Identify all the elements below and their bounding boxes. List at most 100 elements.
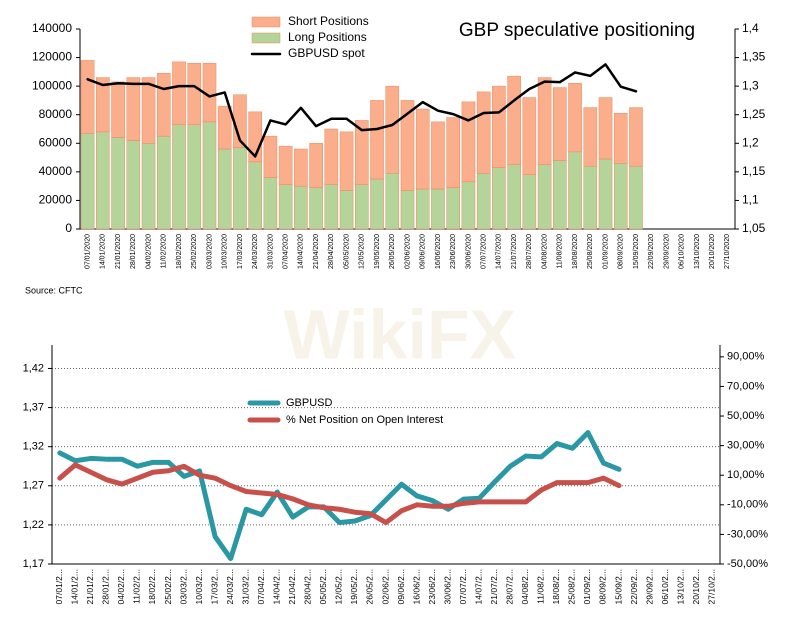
bar <box>141 77 156 144</box>
bar <box>537 77 552 165</box>
bar <box>96 131 110 230</box>
x-tick-label: 14/04/2020 <box>298 234 305 269</box>
x-tick-label: 03/03/2020 <box>206 234 213 269</box>
x-tick-label: 06/10/2... <box>660 569 670 604</box>
bar <box>217 148 232 230</box>
y-tick-label: 1,37 <box>23 401 44 413</box>
x-tick-label: 05/05/2020 <box>343 234 350 269</box>
bar <box>568 151 582 230</box>
line <box>57 430 622 562</box>
x-tick-label: 08/09/2... <box>598 569 608 604</box>
x-tick-label: 02/06/2020 <box>404 234 411 269</box>
bar <box>233 147 247 230</box>
x-tick-label: 21/07/2... <box>489 569 499 604</box>
x-tick-label: 25/02/2... <box>163 569 173 604</box>
x-tick-label: 21/04/2... <box>287 569 297 604</box>
bar <box>278 145 293 185</box>
bar <box>187 63 202 125</box>
bar <box>522 174 537 230</box>
x-tick-label: 06/10/2020 <box>679 234 686 269</box>
x-tick-label: 14/04/2... <box>272 569 282 604</box>
x-tick-label: 04/08/2... <box>520 569 530 604</box>
bar <box>111 137 125 230</box>
x-tick-label: 14/01/2020 <box>100 234 107 269</box>
x-tick-label: 01/09/2020 <box>602 234 609 269</box>
x-tick-label: 01/09/2... <box>582 569 592 604</box>
y2-tick-label: 1,2 <box>742 135 759 149</box>
y-tick-label: 1,27 <box>23 480 44 492</box>
bar <box>492 85 506 168</box>
y-tick-label: 1,17 <box>23 558 44 570</box>
bar <box>629 107 643 167</box>
bar <box>415 108 430 190</box>
x-tick-label: 23/06/2020 <box>450 234 457 269</box>
x-tick-label: 30/06/2... <box>442 569 452 604</box>
bar <box>385 173 400 230</box>
bar <box>461 101 476 183</box>
legend-label: Short Positions <box>288 14 369 28</box>
x-tick-label: 10/03/2... <box>194 569 204 604</box>
bar <box>126 77 141 141</box>
bar <box>339 131 354 191</box>
bar <box>568 83 582 153</box>
x-tick-label: 07/07/2... <box>458 569 468 604</box>
bar <box>172 61 186 125</box>
y2-tick-label: 30,00% <box>727 440 765 452</box>
line <box>57 462 622 526</box>
bar <box>324 128 339 185</box>
y2-tick-label: -50,00% <box>727 558 768 570</box>
bar <box>187 124 202 230</box>
bar <box>629 165 643 230</box>
x-tick-label: 07/04/2... <box>256 569 266 604</box>
y-tick-label: 60000 <box>39 135 73 149</box>
x-tick-label: 25/08/2020 <box>587 234 594 269</box>
bar <box>309 187 323 230</box>
bar <box>431 188 445 230</box>
bar <box>263 177 278 230</box>
x-tick-label: 21/07/2020 <box>511 234 518 269</box>
bar <box>446 117 460 188</box>
bar <box>553 160 567 230</box>
x-tick-label: 11/02/2... <box>132 569 142 604</box>
x-tick-label: 18/02/2020 <box>176 234 183 269</box>
x-tick-label: 31/03/2020 <box>267 234 274 269</box>
x-tick-label: 21/01/2... <box>85 569 95 604</box>
bar <box>156 73 171 137</box>
x-tick-label: 04/08/2020 <box>541 234 548 269</box>
x-tick-label: 03/03/2... <box>178 569 188 604</box>
x-tick-label: 22/09/2... <box>629 569 639 604</box>
y2-tick-label: 1,1 <box>742 193 759 207</box>
legend-swatch <box>251 16 281 28</box>
x-tick-label: 07/07/2020 <box>481 234 488 269</box>
bar <box>309 143 323 188</box>
y-tick-label: 140000 <box>32 21 72 35</box>
bar <box>522 97 537 175</box>
bar <box>355 120 369 185</box>
bar <box>476 91 491 174</box>
x-tick-label: 28/01/2020 <box>130 234 137 269</box>
x-tick-label: 26/05/2020 <box>389 234 396 269</box>
line <box>86 63 638 158</box>
x-tick-label: 21/01/2020 <box>115 234 122 269</box>
bar <box>80 60 95 134</box>
x-tick-label: 13/10/2... <box>675 569 685 604</box>
chart-title: GBP speculative positioning <box>459 20 695 41</box>
x-tick-label: 07/01/2020 <box>84 234 91 269</box>
y2-tick-label: 10,00% <box>727 469 765 481</box>
x-tick-label: 28/04/2... <box>303 569 313 604</box>
source-note: Source: CFTC <box>25 285 83 295</box>
bar <box>339 190 354 230</box>
x-tick-label: 27/10/2... <box>706 569 716 604</box>
bar <box>172 124 186 230</box>
x-tick-label: 23/06/2... <box>427 569 437 604</box>
bar <box>583 165 598 230</box>
y2-tick-label: 1,4 <box>742 21 759 35</box>
bar <box>446 187 460 230</box>
x-tick-label: 28/01/2... <box>101 569 111 604</box>
x-tick-label: 07/01/2... <box>54 569 64 604</box>
x-tick-label: 29/09/2020 <box>663 234 670 269</box>
x-tick-label: 08/09/2020 <box>618 234 625 269</box>
bar <box>324 184 339 230</box>
x-tick-label: 11/08/2020 <box>557 234 564 269</box>
